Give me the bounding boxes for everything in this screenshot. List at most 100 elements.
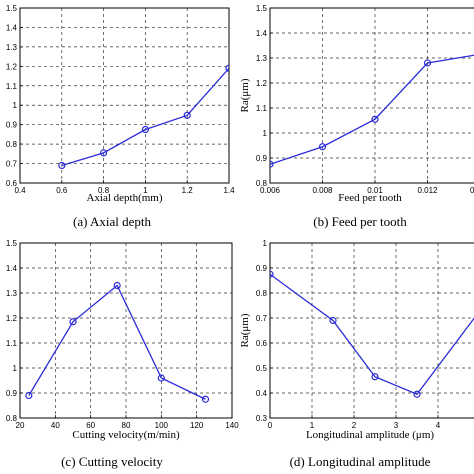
- y-tick-label: 1: [13, 364, 18, 373]
- y-tick-label: 1.5: [6, 4, 18, 13]
- x-tick-label: 2: [352, 421, 357, 430]
- data-point: [329, 316, 337, 325]
- data-point: [201, 395, 210, 403]
- y-tick-label: 0.7: [256, 314, 268, 323]
- data-point: [141, 125, 149, 134]
- plot-frame: [269, 242, 474, 419]
- y-axis-label: Ra(μm): [239, 313, 251, 347]
- x-tick-label: 1: [143, 186, 148, 195]
- data-point: [423, 59, 432, 67]
- chart-panel-2: 0.006 0.008 0.01 0.012 0.014 0.8 0.9 1 1.1 1.2 1.3…: [239, 4, 474, 229]
- y-tick-label: 1.1: [6, 339, 18, 348]
- x-tick-label: 0.006: [260, 186, 281, 195]
- y-tick-label: 1: [13, 101, 18, 110]
- panel-caption: (c) Cutting velocity: [61, 454, 163, 469]
- series-line: [61, 67, 229, 167]
- series-line: [270, 273, 474, 396]
- panel-caption: (d) Longitudinal amplitude: [290, 454, 431, 469]
- x-axis-label: Cutting velocity(m/min): [72, 429, 180, 441]
- series-line: [28, 284, 206, 400]
- data-point: [225, 64, 229, 72]
- y-axis-label: Ra(μm): [239, 78, 251, 112]
- y-tick-label: 0.5: [256, 364, 268, 373]
- x-tick-label: 0.4: [14, 186, 26, 195]
- series-group: [58, 64, 229, 170]
- x-tick-label: 0.01: [367, 186, 383, 195]
- chart-panel-4: 0123450.30.40.50.60.70.80.91Longitudinal…: [239, 239, 474, 469]
- x-tick-label: 1: [310, 421, 315, 430]
- y-tick-label: 0.9: [256, 154, 268, 163]
- x-tick-label: 80: [122, 421, 131, 430]
- x-tick-label: 3: [394, 421, 399, 430]
- y-tick-label: 1.2: [6, 62, 18, 71]
- chart-panel-3: 20 40 60 80 100 120 140 0.8 0.9 1 1.1 1.2 1.3 1.4 1.5 C…: [6, 239, 239, 469]
- x-tick-label: 1.2: [182, 186, 194, 195]
- data-point: [318, 143, 327, 151]
- plot-frame: [269, 7, 474, 184]
- plot-frame: [19, 7, 230, 184]
- data-point: [25, 391, 33, 400]
- data-point: [413, 390, 421, 398]
- x-tick-label: 0.8: [98, 186, 110, 195]
- y-tick-label: 1.4: [6, 23, 18, 32]
- y-tick-label: 1.1: [256, 104, 268, 113]
- data-point: [99, 149, 108, 157]
- x-tick-label: 0.012: [417, 186, 438, 195]
- data-point: [371, 115, 379, 123]
- chart-panel-1: 0.4 0.6 0.8 1 1.2 1.40.60.70.80.911.11.21.31.…: [6, 4, 235, 229]
- x-axis-label: Axial depth(mm): [86, 192, 162, 204]
- data-point: [58, 161, 66, 170]
- y-tick-label: 1: [263, 129, 268, 138]
- y-tick-label: 0.7: [6, 160, 18, 169]
- plot-frame: [19, 242, 233, 419]
- data-point: [270, 270, 274, 278]
- data-point: [371, 373, 379, 381]
- series-line: [270, 54, 474, 165]
- panel-caption: (b) Feed per tooth: [313, 214, 407, 229]
- y-tick-label: 1.4: [256, 29, 268, 38]
- x-tick-label: 100: [155, 421, 169, 430]
- series-group: [270, 54, 474, 168]
- y-tick-label: 1.1: [6, 82, 18, 91]
- x-tick-label: 140: [225, 421, 239, 430]
- data-point: [157, 374, 165, 382]
- data-point: [113, 281, 121, 290]
- x-tick-label: 1.4: [223, 186, 235, 195]
- y-tick-label: 0.8: [6, 140, 18, 149]
- x-tick-label: 0: [268, 421, 273, 430]
- x-axis-label: Feed per tooth: [338, 192, 402, 204]
- x-tick-label: 0.008: [312, 186, 333, 195]
- y-tick-label: 0.6: [256, 339, 268, 348]
- y-tick-label: 1.4: [6, 264, 18, 273]
- y-tick-label: 0.9: [6, 121, 18, 130]
- data-point: [270, 160, 274, 168]
- y-tick-label: 0.9: [256, 264, 268, 273]
- x-tick-label: 120: [190, 421, 204, 430]
- y-tick-label: 0.8: [6, 414, 18, 423]
- y-tick-label: 0.8: [256, 289, 268, 298]
- y-tick-label: 1.3: [6, 289, 18, 298]
- x-tick-label: 4: [436, 421, 441, 430]
- x-tick-label: 0.6: [56, 186, 68, 195]
- x-tick-label: 60: [86, 421, 95, 430]
- y-tick-label: 1.2: [6, 314, 18, 323]
- y-tick-label: 1.5: [256, 4, 268, 13]
- y-tick-label: 1.5: [6, 239, 18, 248]
- y-tick-label: 0.3: [256, 414, 268, 423]
- x-axis-label: Longitudinal amplitude (μm): [306, 429, 434, 441]
- series-group: [25, 281, 210, 403]
- y-tick-label: 1.2: [256, 79, 268, 88]
- y-tick-label: 0.9: [6, 389, 18, 398]
- y-tick-label: 0.4: [256, 389, 268, 398]
- x-tick-label: 0.014: [470, 186, 474, 195]
- panel-caption: (a) Axial depth: [73, 214, 151, 229]
- y-tick-label: 0.6: [6, 179, 18, 188]
- x-tick-label: 20: [16, 421, 25, 430]
- data-point: [183, 111, 191, 119]
- y-tick-label: 0.8: [256, 179, 268, 188]
- series-group: [270, 270, 474, 398]
- y-tick-label: 1: [263, 239, 268, 248]
- y-tick-label: 1.3: [256, 54, 268, 63]
- data-point: [69, 318, 77, 326]
